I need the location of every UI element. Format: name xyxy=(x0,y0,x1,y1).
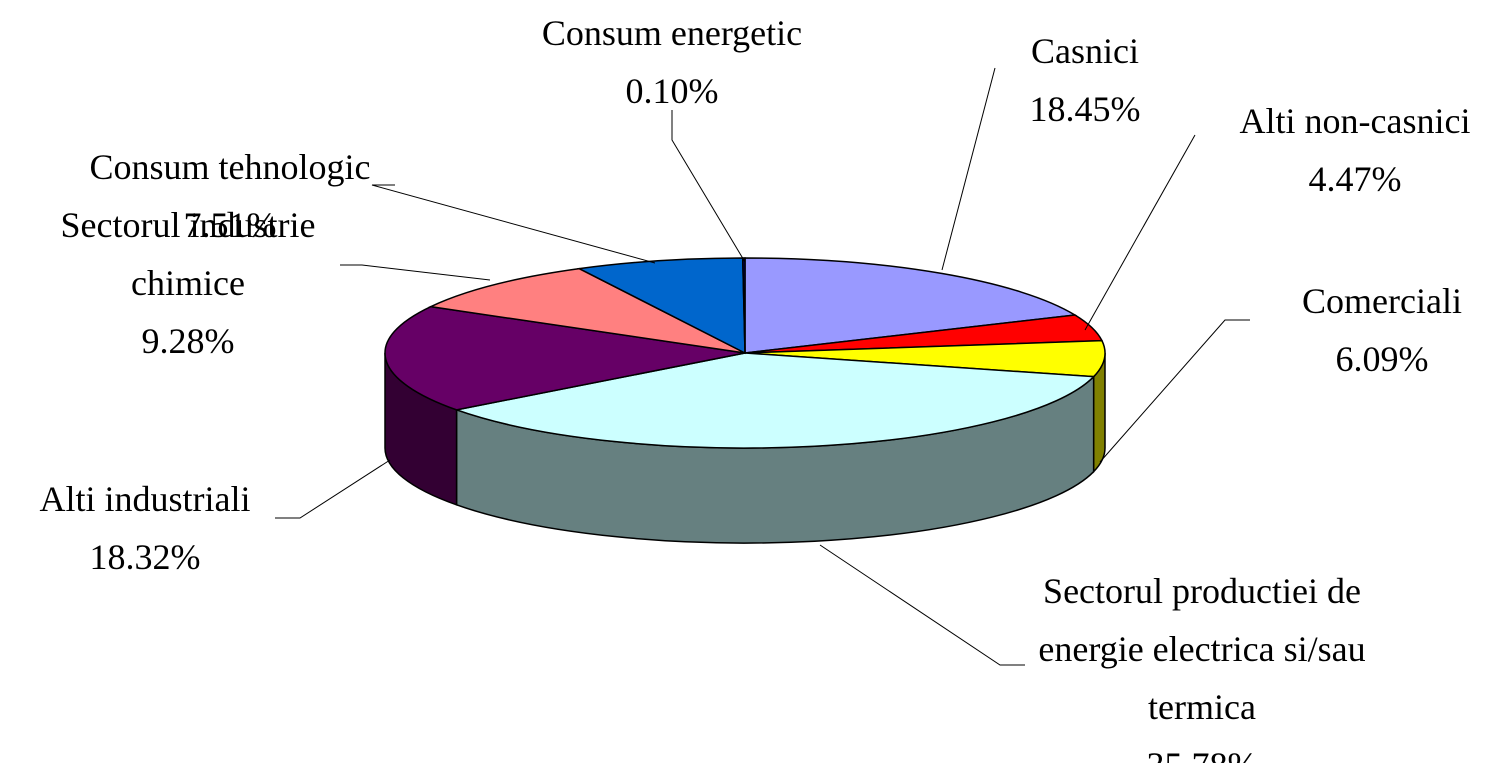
slice xyxy=(428,267,746,354)
slice xyxy=(576,257,746,355)
slice-label: Sectorul industrie chimice 9.28% xyxy=(33,196,343,370)
leader-line xyxy=(340,264,491,281)
slice-label: Consum energetic 0.10% xyxy=(502,4,842,120)
category-name: Casnici xyxy=(1031,31,1139,71)
leader-line xyxy=(819,544,1025,666)
category-name: Consum energetic xyxy=(541,13,803,53)
value-label: 35.78% xyxy=(1032,736,1372,763)
category-name: Consum tehnologic xyxy=(89,147,371,187)
slice-label: Sectorul productiei de energie electrica… xyxy=(1032,562,1372,763)
category-name: Sectorul productiei de energie electrica… xyxy=(1038,571,1366,727)
category-name: Sectorul industrie chimice xyxy=(60,205,316,303)
slice-label: Casnici 18.45% xyxy=(935,22,1235,138)
leader-line xyxy=(1099,319,1250,463)
value-label: 4.47% xyxy=(1308,159,1402,199)
leader-line xyxy=(671,110,746,263)
value-label: 0.10% xyxy=(625,71,719,111)
leader-line xyxy=(1084,134,1196,331)
category-name: Comerciali xyxy=(1302,281,1462,321)
value-label: 7.51% xyxy=(183,205,277,245)
leader-line xyxy=(941,67,996,271)
value-label: 18.45% xyxy=(1029,89,1141,129)
slice-label: Comerciali 6.09% xyxy=(1252,272,1489,388)
category-name: Alti industriali xyxy=(39,479,251,519)
value-label: 18.32% xyxy=(89,537,201,577)
slice xyxy=(744,257,1078,354)
value-label: 9.28% xyxy=(141,321,235,361)
category-name: Alti non-casnici xyxy=(1239,101,1471,141)
leader-line xyxy=(275,459,391,519)
slice-label: Alti industriali 18.32% xyxy=(0,470,295,586)
value-label: 6.09% xyxy=(1335,339,1429,379)
slice xyxy=(384,305,746,411)
slice-label: Consum tehnologic 7.51% xyxy=(60,138,400,254)
leader-line xyxy=(371,184,656,264)
slice-label: Alti non-casnici 4.47% xyxy=(1205,92,1489,208)
slice xyxy=(453,352,1096,449)
